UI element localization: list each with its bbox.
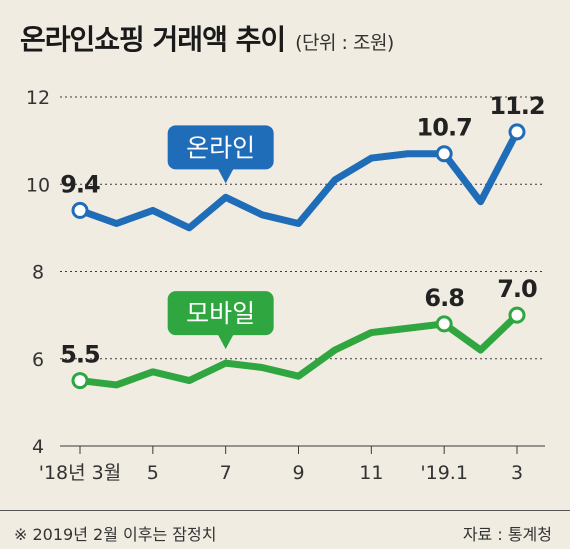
data-point [114, 222, 118, 226]
data-point [369, 331, 373, 335]
data-point-marker [71, 372, 89, 390]
y-tick-label: 6 [32, 349, 44, 371]
series-label-pointer [217, 168, 234, 184]
series-name-label: 온라인 [186, 133, 255, 162]
data-point [479, 200, 483, 204]
x-tick-label: 11 [359, 462, 383, 484]
footnote: ※ 2019년 2월 이후는 잠정치 [14, 525, 217, 544]
series-line [76, 128, 521, 232]
x-tick-label: '19.1 [420, 462, 468, 484]
data-label: 5.5 [60, 341, 100, 369]
data-point [260, 365, 264, 369]
footer: ※ 2019년 2월 이후는 잠정치 자료 : 통계청 [0, 510, 570, 544]
data-point [151, 208, 155, 212]
data-point [187, 226, 191, 230]
y-tick-label: 8 [32, 262, 44, 284]
data-point-marker [508, 123, 526, 141]
series-label-pointer [217, 334, 234, 350]
x-tick-label: 7 [220, 462, 232, 484]
data-point-marker [508, 306, 526, 324]
y-tick-label: 10 [26, 174, 50, 196]
data-label: 9.4 [60, 170, 100, 198]
data-point [224, 195, 228, 199]
data-point [333, 178, 337, 182]
data-label: 11.2 [489, 92, 544, 120]
data-point [187, 379, 191, 383]
title-row: 온라인쇼핑 거래액 추이 (단위 : 조원) [20, 18, 394, 58]
y-tick-label: 12 [26, 87, 50, 109]
data-label: 6.8 [424, 284, 464, 312]
x-tick-label: 5 [147, 462, 159, 484]
data-point [406, 326, 410, 330]
data-point [369, 156, 373, 160]
x-tick-label: '18년 3월 [39, 462, 122, 484]
data-point [224, 361, 228, 365]
x-tick-label: 9 [292, 462, 304, 484]
data-point [333, 348, 337, 352]
data-point [406, 152, 410, 156]
data-point [479, 348, 483, 352]
data-point [151, 370, 155, 374]
data-point-marker [435, 315, 453, 333]
data-point [297, 374, 300, 378]
x-tick-label: 3 [511, 462, 523, 484]
series-label-box [167, 125, 274, 170]
data-point [114, 383, 118, 387]
data-label: 7.0 [497, 275, 537, 303]
unit-label: (단위 : 조원) [295, 32, 394, 54]
data-point-marker [71, 201, 89, 219]
series-label-box [167, 291, 274, 336]
y-tick-label: 4 [32, 436, 44, 458]
chart-title: 온라인쇼핑 거래액 추이 [20, 23, 286, 56]
source-label: 자료 : 통계청 [462, 525, 552, 544]
data-point-marker [435, 145, 453, 163]
series-name-label: 모바일 [186, 299, 255, 328]
data-point [297, 222, 300, 226]
data-label: 10.7 [417, 114, 472, 142]
data-point [260, 213, 264, 217]
